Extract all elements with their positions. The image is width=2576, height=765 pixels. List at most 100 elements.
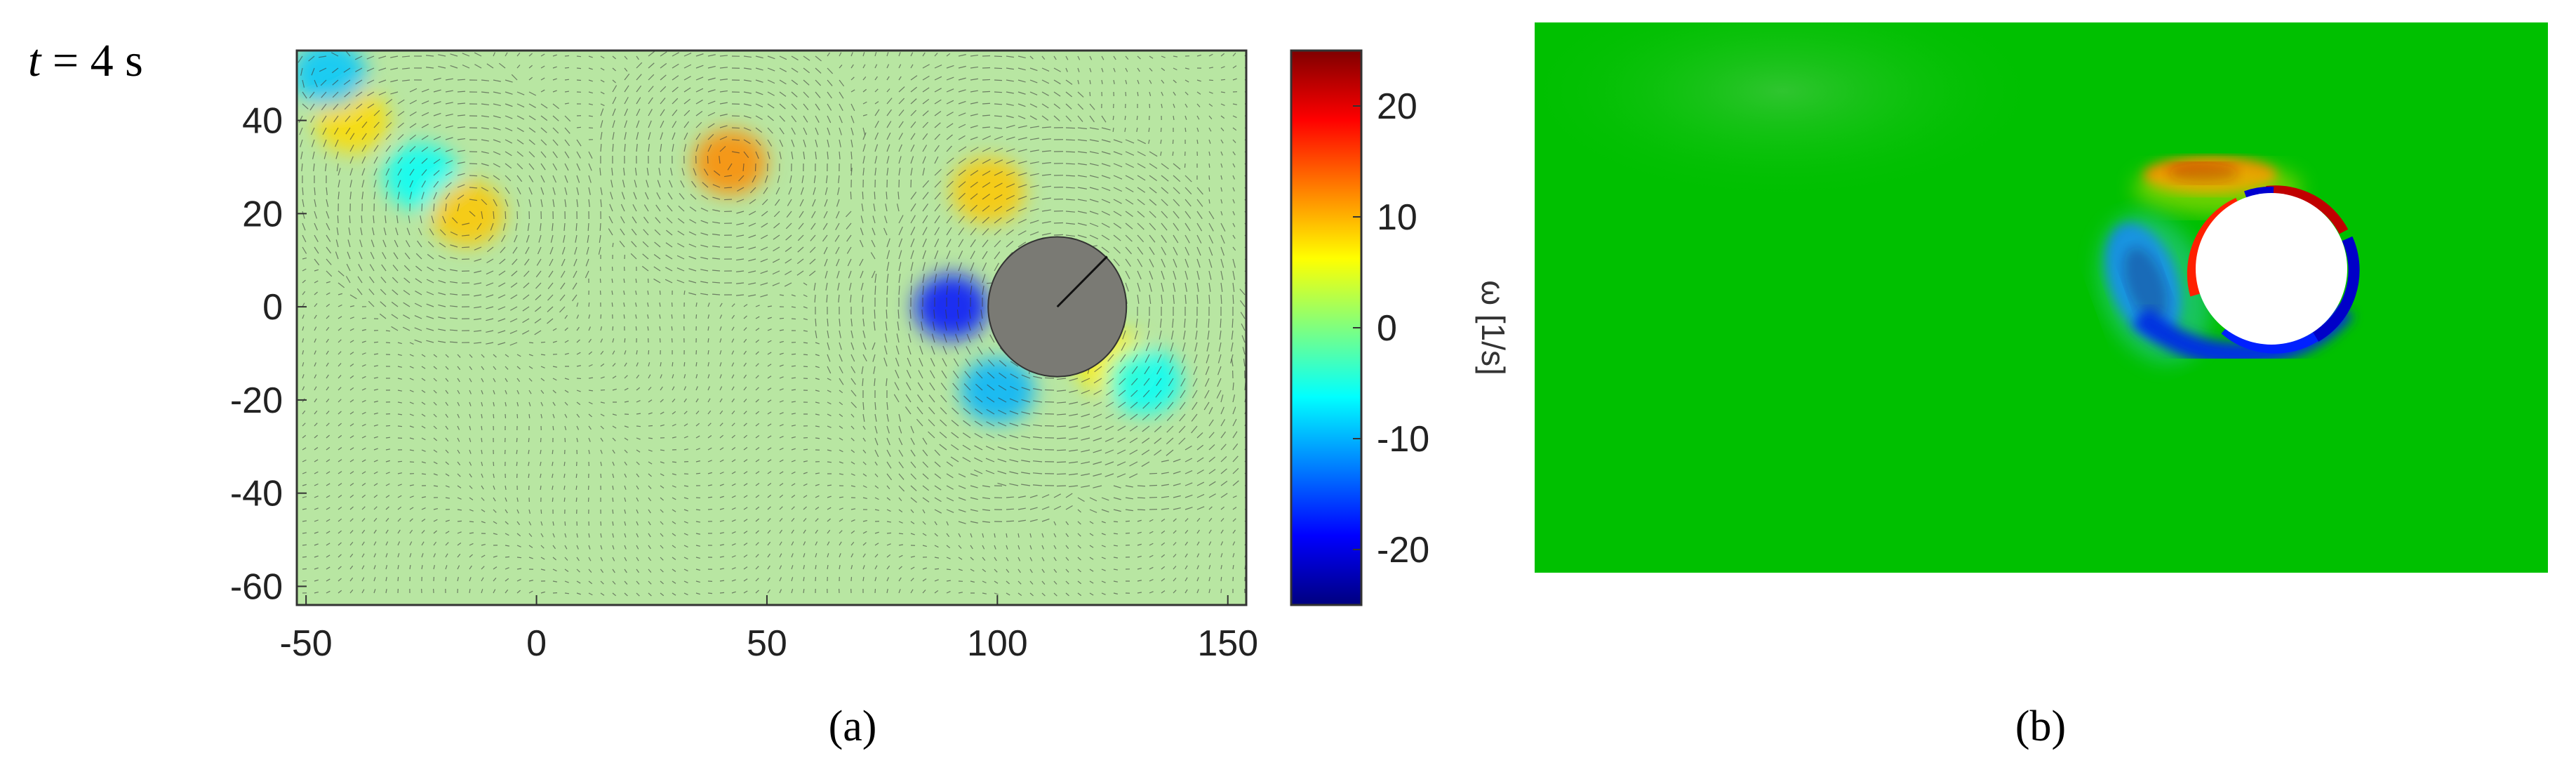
vector-1844 [349,328,354,331]
vortex-blob-5 [914,274,989,340]
vector-194 [707,77,716,81]
vector-3434 [1184,553,1188,558]
vector-5 [354,55,363,60]
vector-3186 [1089,521,1094,524]
vector-3357 [1220,541,1224,546]
vector-619 [1006,136,1015,140]
vector-3240 [779,529,782,534]
vector-1429 [1125,258,1131,267]
vector-2704 [1056,449,1067,451]
vector-1778 [509,318,518,323]
vector-3203 [338,530,342,534]
vector-1797 [743,315,747,319]
vector-2420 [540,413,542,418]
vector-1613 [450,293,458,295]
vector-2369 [886,401,888,411]
vector-476 [1208,115,1213,119]
vector-163 [332,79,339,86]
vector-1577 [982,274,986,284]
vector-3091 [910,509,914,513]
vector-941 [1029,185,1039,188]
vector-1920 [302,338,305,343]
vector-2428 [636,413,641,415]
vector-3068 [636,509,639,514]
vector-3453 [457,565,460,570]
vector-2600 [779,436,784,439]
vector-3425 [1077,557,1081,561]
vector-459 [1006,115,1014,119]
vector-2012 [445,354,449,358]
vector-2380 [1009,398,1019,403]
vector-2225 [1069,378,1079,382]
vector-3546 [612,580,616,585]
vector-1358 [1232,246,1236,251]
vector-222 [1041,79,1050,84]
vector-843 [813,175,816,183]
vector-2701 [1021,447,1031,451]
vector-835 [713,170,721,176]
vector-1457 [498,270,506,276]
vector-598 [755,139,761,146]
vector-102 [564,67,570,69]
vector-3019 [1006,496,1015,498]
vector-3444 [349,565,354,570]
vector-3587 [1101,580,1106,583]
vector-277 [743,91,752,94]
vector-594 [707,133,714,140]
vector-2097 [505,366,509,370]
vector-2014 [469,354,473,358]
vector-1696 [486,306,494,310]
vector-1200 [302,234,307,243]
vector-3021 [1029,495,1038,498]
vector-1963 [815,342,820,345]
vector-1966 [850,342,855,350]
vector-2627 [1093,437,1102,441]
vector-3160 [779,518,783,522]
vector-2816 [493,473,495,478]
vector-1767 [379,313,387,319]
vector-200 [779,79,787,85]
vector-1509 [1125,270,1130,279]
vector-2307 [1093,390,1102,395]
vector-3602 [326,590,331,594]
vector-1278 [1232,234,1236,239]
vector-341 [552,103,560,109]
vector-1559 [760,282,768,286]
vector-2105 [600,363,605,367]
vector-1290 [417,240,422,248]
vector-3291 [433,541,437,546]
vector-444 [827,115,832,124]
vector-317 [1220,91,1226,93]
vector-1545 [599,278,601,284]
vector-3048 [397,506,402,510]
vector-2676 [731,446,736,451]
vector-2393 [1167,401,1174,410]
vector-2792 [1161,460,1169,463]
vector-2371 [905,394,912,403]
vector-3552 [683,580,688,584]
vector-14 [462,53,470,57]
vector-2395 [1192,401,1198,411]
vector-401 [310,115,315,123]
vector-87 [378,67,387,72]
vector-3448 [397,564,399,570]
vector-1251 [910,227,916,236]
vector-2542 [1033,424,1043,427]
vector-700 [1017,149,1027,152]
vector-113 [695,65,704,69]
vector-464 [1065,115,1072,122]
vector-1383 [573,258,578,267]
vector-1447 [381,264,387,272]
x-tick-label: 150 [1197,623,1258,664]
vector-397 [1220,103,1225,106]
vector-199 [767,79,775,84]
vector-209 [886,76,890,81]
vector-726 [373,157,378,164]
vector-3499 [1006,568,1010,573]
vector-3572 [922,578,927,582]
vector-3005 [839,496,844,498]
vector-129 [886,64,890,69]
vector-505 [600,120,603,128]
vector-1042 [326,211,330,219]
vector-1250 [898,226,903,236]
